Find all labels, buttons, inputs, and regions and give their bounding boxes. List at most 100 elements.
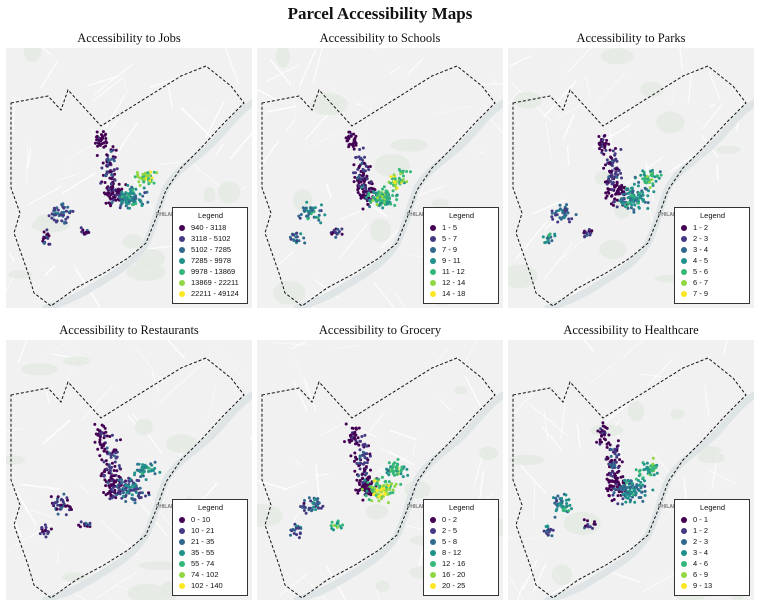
map-canvas[interactable]: PHILADELPHIACAMDENLegend1 - 22 - 33 - 44…: [508, 48, 754, 308]
parcel-dot: [117, 483, 121, 487]
map-canvas[interactable]: PHILADELPHIACAMDENLegend 0 - 1 1 - 2 2 - 3 3…: [508, 340, 754, 600]
parcel-dot: [110, 173, 114, 177]
parcel-dot: [366, 487, 370, 491]
parcel-dot: [602, 166, 606, 170]
road-line: [78, 484, 89, 493]
parcel-dot: [565, 203, 568, 207]
road-line: [106, 117, 121, 133]
parcel-dot: [138, 486, 142, 490]
legend-swatch: [430, 257, 436, 264]
map-panel: Accessibility to GroceryPHILADELPHIACAMD…: [257, 322, 503, 600]
parcel-dot: [556, 504, 560, 508]
map-canvas[interactable]: PHILADELPHIACAMDENLegend 940 - 3118 3118 -…: [6, 48, 252, 308]
parcel-dot: [610, 464, 614, 468]
parcel-dot: [357, 481, 361, 485]
parcel-dot: [336, 227, 340, 231]
parcel-dot: [613, 197, 617, 201]
park-area: [23, 48, 42, 63]
parcel-dot: [612, 200, 616, 204]
parcel-dot: [129, 488, 133, 492]
parcel-dot: [350, 439, 354, 442]
parcel-dot: [553, 232, 557, 236]
parcel-dot: [395, 473, 399, 476]
parcel-dot: [114, 448, 118, 452]
parcel-dot: [542, 529, 546, 533]
parcel-dot: [381, 484, 385, 488]
parcel-dot: [93, 422, 97, 426]
parcel-dot: [608, 443, 612, 447]
parcel-dot: [128, 206, 131, 210]
road-line: [290, 340, 307, 350]
parcel-dot: [386, 501, 390, 505]
road-line: [395, 291, 406, 308]
road-line: [338, 222, 369, 260]
parcel-dot: [610, 499, 614, 503]
parcel-dot: [60, 497, 63, 501]
parcel-dot: [389, 202, 393, 206]
parcel-dot: [127, 476, 131, 480]
parcel-dot: [318, 209, 322, 213]
parcel-dot: [361, 498, 365, 502]
parcel-dot: [605, 426, 609, 430]
legend-label: 0 - 1: [693, 515, 709, 524]
parcel-dot: [615, 480, 619, 484]
parcel-dot: [606, 187, 610, 191]
park-area: [509, 454, 545, 466]
map-canvas[interactable]: PHILADELPHIACAMDENLegend0 - 22 - 55 - 88…: [257, 340, 503, 600]
parcel-dot: [102, 145, 106, 149]
parcel-dot: [635, 483, 639, 487]
parcel-dot: [611, 493, 615, 497]
park-area: [656, 111, 685, 134]
parcel-dot: [64, 217, 68, 221]
map-legend: Legend 940 - 3118 3118 - 5102 5102 - 7285 72…: [172, 207, 248, 304]
parcel-dot: [613, 447, 617, 451]
legend-item: 55 - 74: [179, 558, 242, 569]
parcel-dot: [358, 148, 362, 151]
parcel-dot: [624, 481, 628, 485]
legend-label: 16 - 20: [442, 570, 466, 579]
parcel-dot: [604, 438, 607, 442]
city-boundary: [512, 65, 747, 307]
road-line: [40, 61, 58, 88]
parcel-dot: [98, 435, 102, 439]
road-line: [44, 340, 71, 358]
parcel-dot: [358, 164, 361, 168]
legend-title: Legend: [448, 211, 475, 220]
parcel-dot: [99, 474, 103, 478]
legend-item: 8 - 12: [430, 547, 493, 558]
parcel-dot: [555, 209, 559, 213]
parcel-dot: [373, 479, 377, 483]
parcel-dot: [363, 456, 367, 460]
parcel-dot: [391, 189, 395, 193]
parcel-dot: [117, 464, 121, 468]
legend-label: 3 - 4: [693, 548, 709, 557]
parcel-dot: [153, 472, 157, 476]
legend-item: 7285 - 9978: [179, 255, 242, 266]
parcel-dot: [553, 515, 557, 519]
parcel-dot: [110, 433, 114, 437]
road-line: [147, 244, 177, 250]
map-canvas[interactable]: PHILADELPHIACAMDENLegend1 - 55 - 77 - 99…: [257, 48, 503, 308]
parcel-dot: [554, 496, 558, 500]
parcel-dot: [641, 169, 645, 173]
road-line: [269, 59, 292, 86]
parcel-dot: [633, 198, 637, 202]
parcel-dot: [97, 141, 101, 145]
parcel-dot: [389, 465, 393, 469]
parcel-dot: [314, 215, 318, 219]
parcel-dot: [124, 197, 128, 201]
parcel-dot: [586, 523, 590, 526]
parcel-dot: [100, 431, 104, 434]
parcel-dot: [630, 203, 634, 207]
parcel-dot: [64, 209, 68, 213]
map-legend: Legend 0 - 2 2 - 5 5 - 8 8 - 12 12 - 16 16 - 2…: [423, 499, 499, 596]
road-line: [556, 99, 591, 119]
parcel-dot: [358, 448, 362, 452]
parcel-dot: [49, 495, 53, 499]
parcel-dot: [405, 170, 409, 173]
parcel-dot: [125, 200, 129, 204]
road-line: [303, 377, 317, 413]
parcel-dot: [372, 493, 376, 496]
parcel-dot: [392, 173, 396, 177]
